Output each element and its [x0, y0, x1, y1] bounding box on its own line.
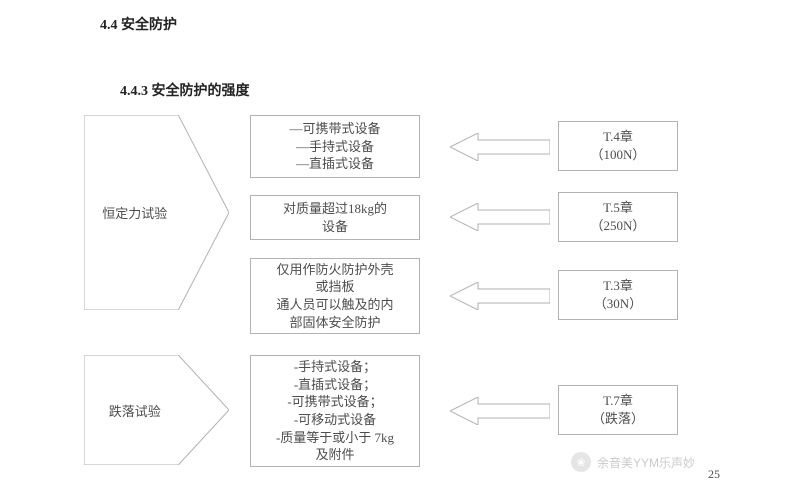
subsection-heading-text: 4.4.3 安全防护的强度 [120, 84, 250, 99]
middle-box: —可携带式设备—手持式设备—直插式设备 [250, 115, 420, 178]
left-shape-constant-force: 恒定力试验 [84, 115, 229, 310]
box-line: -可移动式设备 [294, 411, 376, 429]
box-line: 通人员可以触及的内 [276, 296, 393, 314]
right-box: T.5章（250N） [558, 192, 678, 242]
section-heading-text: 4.4 安全防护 [100, 18, 177, 33]
left-shape-drop-test: 跌落试验 [84, 355, 229, 465]
box-line: T.3章 [603, 277, 633, 295]
watermark: ❀ 余音美YYM乐声妙 [571, 452, 695, 472]
middle-box: 对质量超过18kg的设备 [250, 195, 420, 240]
box-line: 仅用作防火防护外壳 [276, 261, 393, 279]
box-line: （30N） [594, 295, 642, 313]
arrow-left-icon [450, 133, 550, 161]
box-line: 部固体安全防护 [289, 314, 380, 332]
left-shape-label: 跌落试验 [84, 355, 186, 465]
middle-box: -手持式设备；-直插式设备；-可携带式设备；-可移动式设备-质量等于或小于 7k… [250, 355, 420, 467]
right-box: T.7章（跌落） [558, 385, 678, 435]
box-line: （100N） [591, 146, 646, 164]
box-line: 或挡板 [315, 278, 354, 296]
box-line: -手持式设备； [294, 358, 376, 376]
box-line: —可携带式设备 [289, 120, 380, 138]
box-line: T.5章 [603, 199, 633, 217]
right-box: T.4章（100N） [558, 121, 678, 171]
section-heading: 4.4 安全防护 [100, 14, 177, 34]
box-line: T.7章 [603, 392, 633, 410]
watermark-text: 余音美YYM乐声妙 [597, 454, 695, 471]
left-shape-label: 恒定力试验 [84, 115, 186, 310]
box-line: （跌落） [592, 410, 644, 428]
box-line: 及附件 [315, 446, 354, 464]
arrow-left-icon [450, 203, 550, 231]
page-number: 25 [708, 467, 720, 482]
box-line: -质量等于或小于 7kg [276, 429, 394, 447]
box-line: -可携带式设备； [287, 393, 382, 411]
arrow-left-icon [450, 397, 550, 425]
box-line: —手持式设备 [296, 138, 374, 156]
middle-box: 仅用作防火防护外壳或挡板通人员可以触及的内部固体安全防护 [250, 258, 420, 334]
box-line: -直插式设备； [294, 376, 376, 394]
right-box: T.3章（30N） [558, 270, 678, 320]
watermark-icon: ❀ [571, 452, 591, 472]
box-line: T.4章 [603, 128, 633, 146]
box-line: —直插式设备 [296, 155, 374, 173]
subsection-heading: 4.4.3 安全防护的强度 [120, 80, 250, 100]
box-line: 设备 [322, 218, 348, 236]
arrow-left-icon [450, 282, 550, 310]
box-line: （250N） [591, 217, 646, 235]
page-number-text: 25 [708, 467, 720, 481]
box-line: 对质量超过18kg的 [283, 200, 387, 218]
